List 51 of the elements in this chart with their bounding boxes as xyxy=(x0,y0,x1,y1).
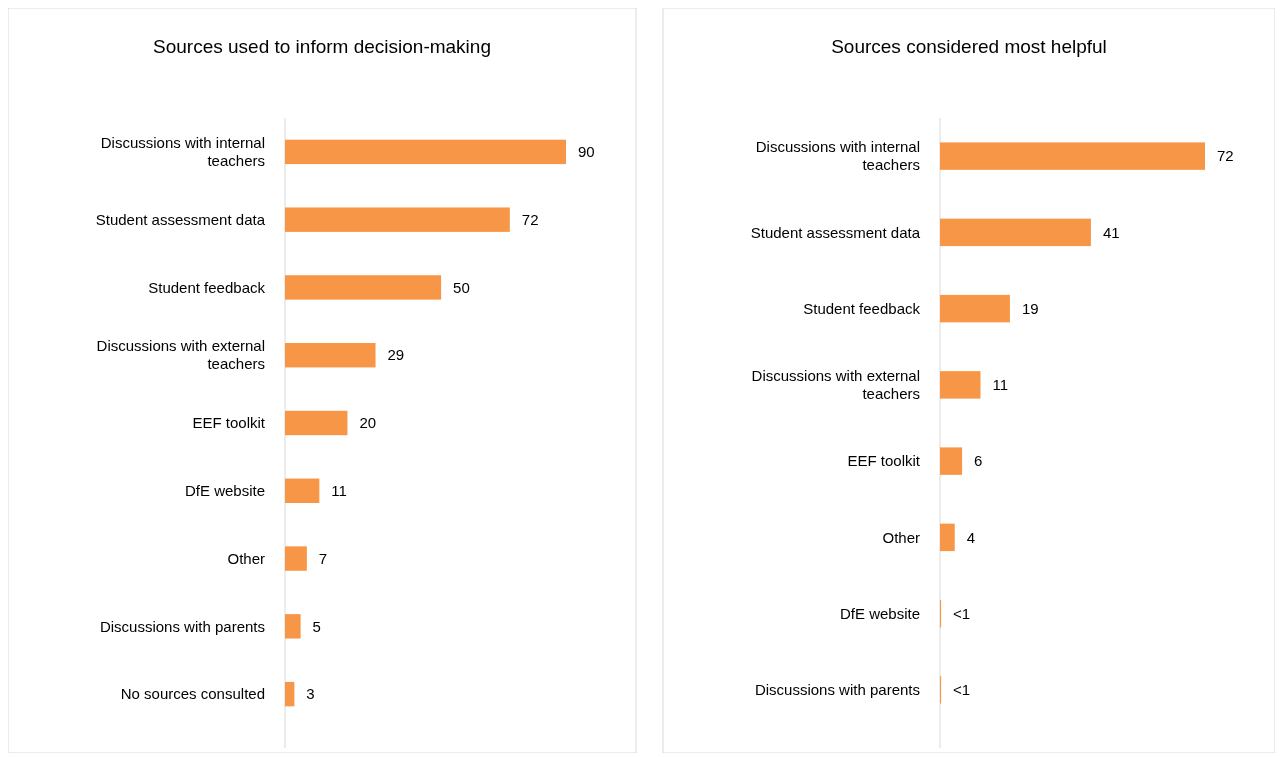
bar xyxy=(940,447,963,475)
data-label: 5 xyxy=(312,617,321,635)
y-tick-label: Discussions with internal teachers xyxy=(100,134,265,170)
bar xyxy=(285,410,348,436)
data-label: 4 xyxy=(966,528,976,546)
chart-title: Sources considered most helpful xyxy=(831,36,1107,57)
bar xyxy=(940,371,981,399)
data-label: 20 xyxy=(359,414,377,432)
y-tick-label: Other xyxy=(882,528,920,546)
y-tick-label: Student feedback xyxy=(148,278,266,296)
y-tick-label: Discussions with internal teachers xyxy=(755,138,920,174)
y-tick-label: DfE website xyxy=(839,604,920,622)
data-label: 3 xyxy=(306,685,315,703)
y-tick-label: Student assessment data xyxy=(750,223,921,241)
y-tick-label: Discussions with parents xyxy=(754,681,920,699)
data-label: 41 xyxy=(1102,223,1120,241)
bar xyxy=(940,294,1010,323)
data-label: 7 xyxy=(318,549,328,567)
data-label: <1 xyxy=(953,681,971,699)
y-tick-label: Discussions with external teachers xyxy=(96,337,265,373)
data-label: 11 xyxy=(331,482,347,500)
y-tick-label: EEF toolkit xyxy=(847,452,921,470)
bar xyxy=(285,614,301,639)
chart-title: Sources used to inform decision-making xyxy=(153,36,491,57)
data-label: 90 xyxy=(578,143,595,161)
data-label: 19 xyxy=(1021,299,1039,317)
bar xyxy=(285,139,566,165)
y-tick-label: No sources consulted xyxy=(120,685,265,703)
bar xyxy=(940,523,955,552)
data-label: 11 xyxy=(992,376,1009,394)
bar xyxy=(940,218,1091,247)
bar xyxy=(285,343,376,368)
bar xyxy=(940,142,1205,170)
data-label: 6 xyxy=(974,452,983,470)
y-tick-label: Discussions with parents xyxy=(99,617,265,635)
y-tick-label: EEF toolkit xyxy=(192,414,266,432)
y-tick-label: Student feedback xyxy=(803,299,921,317)
y-tick-label: Discussions with external teachers xyxy=(751,367,920,403)
bar xyxy=(285,681,295,707)
bar xyxy=(285,546,307,571)
y-tick-label: Student assessment data xyxy=(95,210,266,228)
bar xyxy=(285,275,442,300)
data-label: 72 xyxy=(521,210,539,228)
data-label: 29 xyxy=(387,346,405,364)
bar xyxy=(285,207,510,232)
bar xyxy=(285,478,320,503)
y-tick-label: Other xyxy=(227,549,265,567)
data-label: <1 xyxy=(953,604,971,622)
data-label: 72 xyxy=(1217,147,1234,165)
data-label: 50 xyxy=(453,278,470,296)
y-tick-label: DfE website xyxy=(184,482,265,500)
